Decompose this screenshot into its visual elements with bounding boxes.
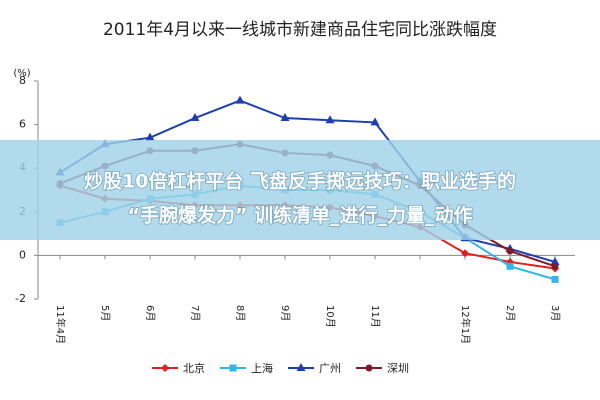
x-tick-label: 3月	[549, 305, 561, 321]
x-tick-label: 2月	[504, 305, 516, 321]
x-tick-label: 9月	[279, 305, 291, 321]
legend-label: 北京	[183, 361, 205, 375]
marker	[551, 262, 559, 270]
y-tick-label: 6	[19, 118, 26, 131]
y-tick-label: -2	[15, 292, 26, 305]
marker	[235, 95, 245, 104]
marker	[370, 117, 380, 126]
marker	[551, 275, 559, 283]
marker	[296, 363, 306, 371]
x-tick-label: 6月	[144, 305, 156, 321]
x-tick-label: 7月	[189, 305, 201, 321]
marker	[365, 364, 373, 372]
x-tick-label: 8月	[234, 305, 246, 321]
marker	[161, 364, 169, 372]
marker	[145, 132, 155, 141]
overlay-text: “手腕爆发力” 训练清单_进行_力量_动作	[127, 204, 472, 227]
x-tick-label: 11年4月	[54, 305, 67, 344]
marker	[325, 115, 335, 124]
marker	[280, 113, 290, 122]
x-tick-label: 5月	[99, 305, 111, 321]
x-tick-label: 11月	[369, 305, 381, 328]
x-tick-label: 12年1月	[459, 305, 472, 344]
marker	[461, 249, 469, 258]
legend-label: 广州	[319, 362, 341, 375]
marker	[229, 364, 237, 372]
overlay-text: 炒股10倍杠杆平台 飞盘反手掷远技巧：职业选手的	[84, 170, 516, 193]
y-axis-label: (%)	[13, 68, 30, 79]
y-tick-label: 8	[19, 74, 26, 87]
marker	[190, 113, 200, 122]
y-tick-label: 0	[19, 248, 26, 261]
marker	[550, 256, 560, 265]
overlay-banner	[0, 140, 600, 240]
legend-label: 深圳	[387, 362, 409, 375]
marker	[506, 262, 514, 270]
marker	[506, 247, 514, 255]
chart-title: 2011年4月以来一线城市新建商品住宅同比涨跌幅度	[103, 20, 497, 40]
legend-label: 上海	[251, 361, 273, 375]
x-tick-label: 10月	[324, 305, 336, 328]
